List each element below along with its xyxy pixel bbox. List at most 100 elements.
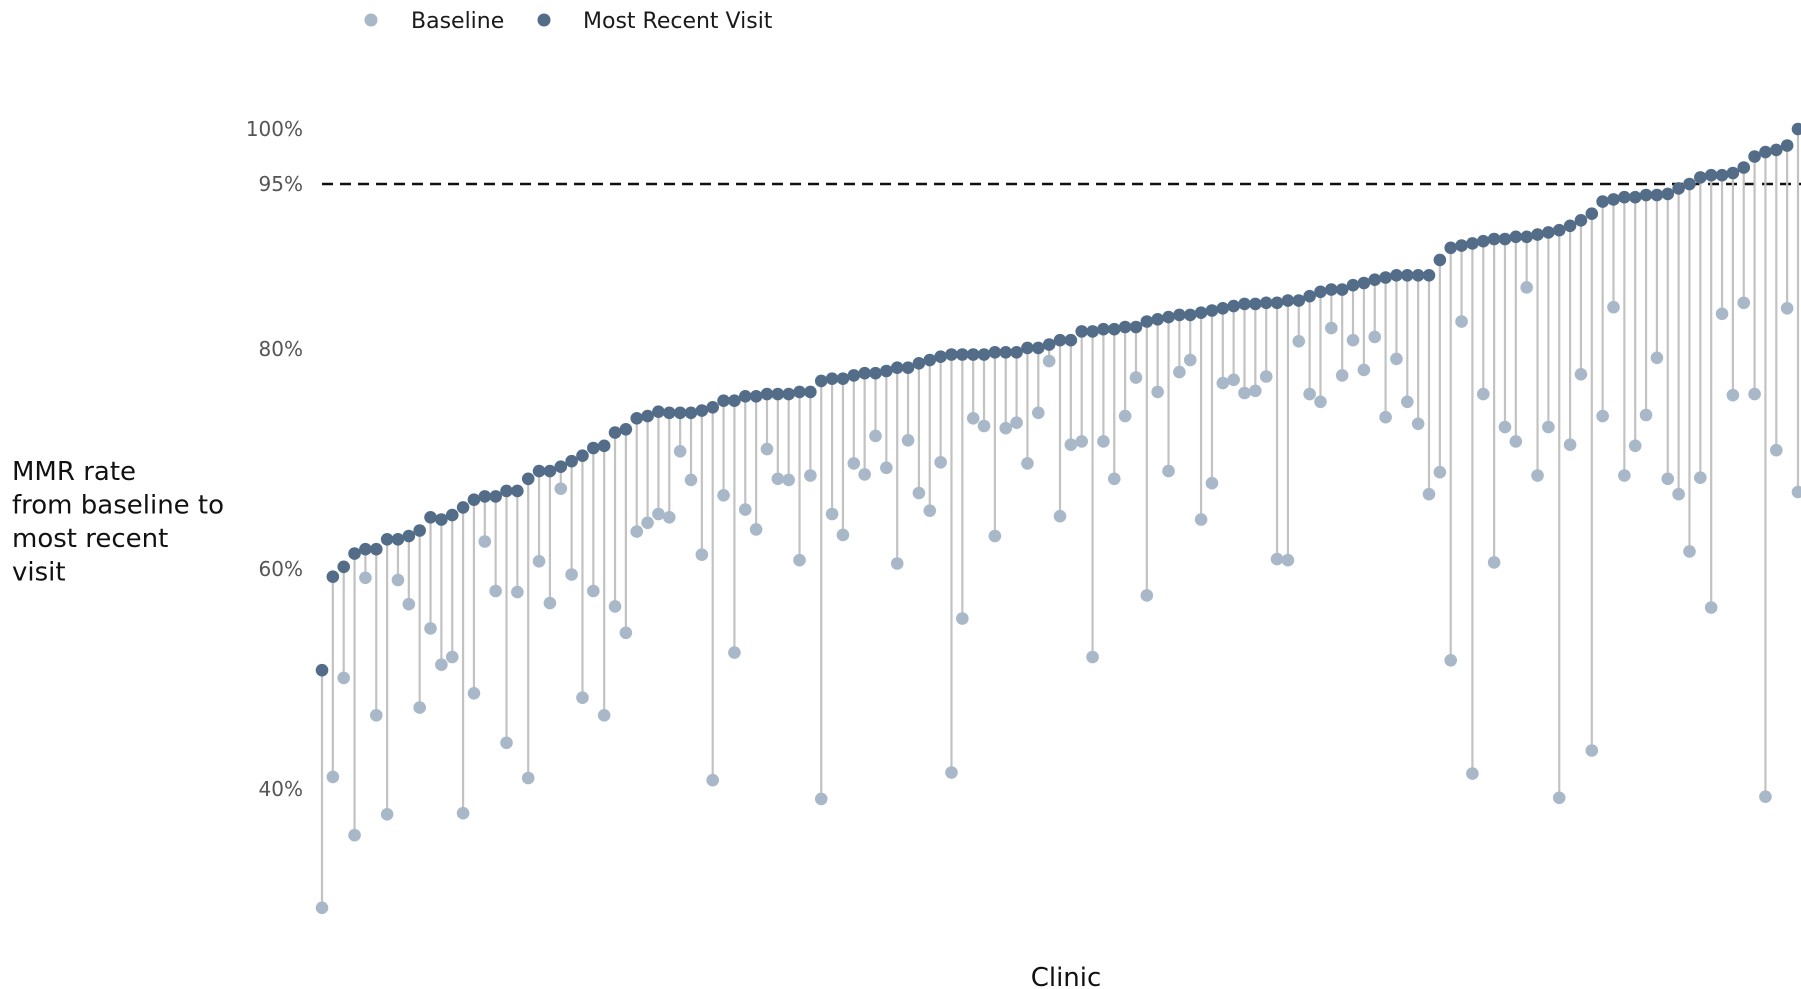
most-recent-visit-point	[804, 385, 817, 399]
baseline-point	[804, 469, 817, 482]
most-recent-visit-point	[728, 394, 741, 408]
baseline-point	[901, 434, 915, 447]
most-recent-visit-point	[1791, 122, 1801, 136]
baseline-point	[1780, 302, 1794, 315]
most-recent-visit-point	[793, 385, 806, 399]
most-recent-visit-point	[369, 542, 383, 556]
baseline-point	[1238, 386, 1251, 400]
baseline-point	[467, 687, 481, 700]
y-tick-label: 95%	[259, 172, 303, 196]
most-recent-visit-point	[1270, 296, 1284, 310]
baseline-point	[760, 442, 774, 456]
baseline-point	[956, 612, 969, 625]
most-recent-visit-point	[1769, 143, 1783, 157]
most-recent-visit-point	[1542, 226, 1555, 239]
baseline-point	[511, 585, 524, 599]
baseline-point	[1650, 351, 1664, 365]
y-axis-title-line: most recent	[12, 524, 168, 554]
most-recent-visit-point	[1249, 297, 1262, 311]
baseline-point	[500, 736, 513, 750]
baseline-point	[1259, 370, 1273, 383]
most-recent-visit-point	[934, 350, 947, 364]
most-recent-visit-point	[738, 390, 752, 403]
baseline-point	[597, 709, 611, 722]
most-recent-visit-point	[1628, 190, 1642, 204]
legend: Baseline Most Recent Visit	[364, 9, 773, 34]
baseline-point	[554, 482, 568, 496]
most-recent-visit-point	[1314, 285, 1327, 299]
most-recent-visit-point	[1346, 278, 1360, 292]
baseline-point	[1769, 443, 1783, 457]
baseline-point	[1715, 307, 1729, 321]
baseline-point	[1205, 476, 1219, 490]
most-recent-visit-point	[1140, 315, 1154, 328]
baseline-point	[1270, 552, 1284, 566]
baseline-point	[1759, 790, 1772, 803]
most-recent-visit-point	[1021, 341, 1034, 355]
baseline-point	[977, 419, 991, 433]
baseline-point	[1086, 650, 1099, 664]
most-recent-visit-point	[543, 464, 557, 478]
baseline-point	[1552, 791, 1566, 805]
y-tick-label: 80%	[259, 337, 303, 361]
most-recent-visit-point	[1151, 313, 1164, 326]
baseline-point	[608, 600, 622, 613]
y-axis-title-line: visit	[12, 558, 66, 588]
most-recent-visit-point	[1487, 232, 1501, 246]
baseline-point	[1010, 416, 1023, 430]
most-recent-visit-point	[1607, 193, 1620, 206]
most-recent-visit-point	[706, 401, 720, 414]
baseline-point	[673, 445, 687, 458]
baseline-point	[1216, 376, 1230, 390]
baseline-point	[1021, 457, 1034, 470]
baseline-point	[1791, 485, 1801, 499]
baseline-point	[1183, 353, 1197, 367]
y-axis-title: MMR rate from baseline to most recent visit	[12, 457, 224, 588]
most-recent-visit-point	[825, 372, 839, 386]
baseline-point	[934, 456, 947, 469]
baseline-point	[1325, 321, 1338, 335]
baseline-point	[1672, 487, 1685, 501]
most-recent-visit-point	[1726, 166, 1740, 180]
most-recent-visit-point	[413, 524, 426, 537]
baseline-point	[1704, 601, 1718, 614]
baseline-point	[966, 412, 980, 425]
baseline-point	[1531, 469, 1544, 482]
baseline-point	[1390, 352, 1403, 366]
baseline-point	[1498, 420, 1512, 434]
baseline-point	[1173, 365, 1186, 379]
baseline-point	[1563, 438, 1577, 452]
baseline-point	[836, 528, 850, 542]
most-recent-visit-point	[1010, 346, 1023, 359]
most-recent-visit-point	[1574, 214, 1588, 227]
most-recent-visit-point	[337, 560, 351, 574]
most-recent-visit-point	[782, 387, 795, 401]
most-recent-visit-point	[814, 374, 828, 388]
most-recent-visit-point	[1053, 333, 1067, 347]
most-recent-visit-point	[858, 366, 871, 380]
baseline-point	[1314, 395, 1327, 409]
baseline-point	[1129, 371, 1143, 384]
most-recent-visit-point	[1086, 325, 1099, 338]
baseline-point	[706, 773, 720, 787]
baseline-point	[1574, 368, 1588, 381]
baseline-point	[825, 507, 839, 521]
y-tick-label: 60%	[259, 557, 303, 581]
most-recent-visit-point	[1281, 294, 1295, 307]
most-recent-visit-point	[1097, 322, 1110, 336]
most-recent-visit-point	[1531, 228, 1544, 241]
y-axis-ticks: 40% 60% 80% 95% 100%	[246, 117, 303, 801]
baseline-point	[1422, 487, 1436, 501]
most-recent-visit-point	[1173, 308, 1186, 322]
most-recent-visit-point	[956, 348, 969, 361]
most-recent-visit-point	[662, 406, 676, 420]
most-recent-visit-point	[1227, 299, 1240, 313]
most-recent-visit-point	[532, 464, 546, 478]
most-recent-visit-point	[1292, 294, 1306, 307]
most-recent-visit-point	[717, 394, 730, 408]
baseline-point	[684, 473, 698, 487]
legend-swatch-most-recent-visit	[537, 13, 551, 27]
most-recent-visit-point	[652, 405, 665, 419]
baseline-point	[782, 473, 795, 487]
baseline-point	[1346, 333, 1360, 347]
